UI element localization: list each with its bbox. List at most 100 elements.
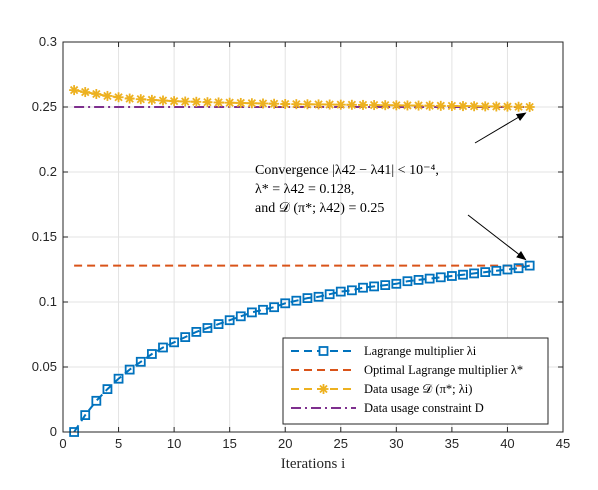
data-usage-point (258, 98, 268, 109)
annotation-arrows (467, 112, 527, 261)
data-usage-point (235, 97, 246, 108)
lagrange-point (380, 280, 391, 291)
data-usage-point (224, 97, 235, 108)
data-usage-point (346, 99, 357, 110)
lagrange-point (202, 323, 213, 333)
series-marks (69, 85, 535, 437)
lagrange-point (324, 289, 335, 300)
star-stroke (236, 98, 245, 108)
star-stroke (458, 101, 468, 111)
legend-label-optimal: Optimal Lagrange multiplier λ* (364, 363, 523, 377)
data-usage-point (469, 101, 480, 112)
star-stroke (436, 101, 445, 111)
data-usage-point (80, 87, 91, 98)
star-stroke (469, 102, 479, 111)
star-stroke (158, 96, 168, 105)
lagrange-point (480, 267, 491, 278)
legend-marker-lagrange (318, 346, 329, 356)
data-usage-point (424, 100, 435, 111)
lagrange-point (491, 265, 502, 276)
data-usage-point (246, 98, 257, 109)
lagrange-point (269, 302, 280, 313)
lagrange-point (524, 260, 535, 271)
x-tick-label: 15 (222, 436, 236, 451)
legend: Lagrange multiplier λi Optimal Lagrange … (282, 337, 549, 425)
annotation: Convergence |λ42 − λ41| < 10⁻⁴, λ* = λ42… (255, 163, 439, 216)
data-usage-point (291, 99, 302, 110)
star-stroke (292, 99, 301, 109)
lagrange-point (291, 295, 302, 306)
star-stroke (258, 99, 268, 108)
data-usage-point (113, 92, 124, 103)
lagrange-point (80, 410, 91, 421)
data-usage-point (91, 89, 102, 99)
x-tick-label: 30 (389, 436, 403, 451)
lagrange-point (358, 282, 368, 293)
lagrange-point (246, 307, 257, 318)
x-tick-label: 45 (556, 436, 570, 451)
star-stroke (181, 97, 190, 106)
lagrange-point (224, 315, 235, 326)
tick-labels: 0 5 10 15 20 25 30 35 40 45 0 0.05 0.1 0.15 0.2 0.25 0.3 (32, 34, 571, 451)
lagrange-point (180, 332, 191, 343)
data-usage-point (502, 101, 513, 112)
star-stroke (319, 384, 328, 394)
data-usage-point (491, 101, 502, 112)
data-usage-point (435, 100, 446, 111)
star-stroke (114, 93, 123, 102)
lagrange-series-line (73, 264, 530, 433)
lagrange-point (158, 342, 168, 353)
data-usage-point (213, 97, 224, 108)
data-usage-point (69, 85, 80, 96)
data-usage-point (369, 100, 380, 111)
y-tick-label: 0.25 (32, 99, 57, 114)
data-usage-point (458, 101, 468, 112)
star-stroke (425, 101, 434, 110)
lagrange-point (135, 356, 146, 367)
lagrange-point (124, 364, 135, 375)
lagrange-point (235, 311, 246, 322)
star-stroke (381, 101, 390, 110)
lagrange-point (302, 293, 313, 304)
star-stroke (92, 89, 101, 99)
star-stroke (169, 96, 179, 106)
lagrange-point (313, 291, 324, 302)
lagrange-point (280, 298, 291, 309)
star-stroke (447, 101, 457, 111)
annotation-line-1: Convergence |λ42 − λ41| < 10⁻⁴, (255, 163, 439, 178)
data-usage-point (169, 96, 180, 107)
star-stroke (403, 101, 412, 110)
lagrange-point (413, 274, 424, 285)
data-usage-point (402, 100, 413, 111)
data-usage-point (380, 100, 391, 111)
lagrange-point (169, 337, 180, 348)
lagrange-point (502, 264, 513, 275)
star-stroke (103, 91, 112, 101)
star-stroke (136, 95, 145, 104)
data-usage-point (269, 98, 280, 109)
lagrange-point (213, 319, 224, 330)
annotation-line-3: and 𝒟 (π*; λ42) = 0.25 (255, 201, 384, 216)
lagrange-point (258, 304, 268, 315)
data-usage-point (202, 97, 213, 108)
star-stroke (303, 100, 312, 109)
data-usage-point (191, 96, 202, 107)
data-usage-point (391, 100, 402, 111)
legend-label-constraint: Data usage constraint D (364, 401, 484, 415)
star-stroke (314, 100, 323, 109)
x-tick-label: 25 (334, 436, 348, 451)
x-tick-label: 40 (500, 436, 514, 451)
lagrange-point (346, 285, 357, 296)
data-usage-point (102, 90, 113, 101)
lagrange-point (146, 349, 157, 359)
star-stroke (269, 99, 279, 108)
star-stroke (336, 100, 345, 109)
data-usage-point (280, 99, 291, 110)
data-usage-point (313, 99, 324, 110)
data-usage-point (513, 101, 524, 112)
star-stroke (281, 99, 290, 109)
data-usage-point (180, 96, 191, 107)
ticks (62, 41, 564, 433)
lagrange-point (458, 269, 468, 280)
